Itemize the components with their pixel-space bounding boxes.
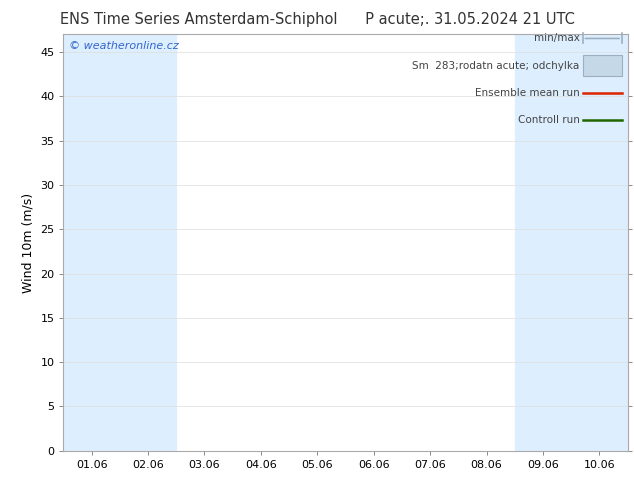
Text: min/max: min/max [534, 33, 579, 44]
Text: Controll run: Controll run [518, 115, 579, 124]
Text: Ensemble mean run: Ensemble mean run [475, 88, 579, 98]
Bar [120, 34, 176, 451]
Bar [63, 34, 120, 451]
Text: Sm  283;rodatn acute; odchylka: Sm 283;rodatn acute; odchylka [413, 61, 579, 71]
Text: ENS Time Series Amsterdam-Schiphol      P acute;. 31.05.2024 21 UTC: ENS Time Series Amsterdam-Schiphol P acu… [60, 12, 574, 27]
Y-axis label: Wind 10m (m/s): Wind 10m (m/s) [22, 193, 35, 293]
Bar [583, 55, 622, 76]
Text: © weatheronline.cz: © weatheronline.cz [69, 41, 179, 50]
Bar [571, 34, 628, 451]
Bar [628, 34, 634, 451]
Bar [515, 34, 571, 451]
